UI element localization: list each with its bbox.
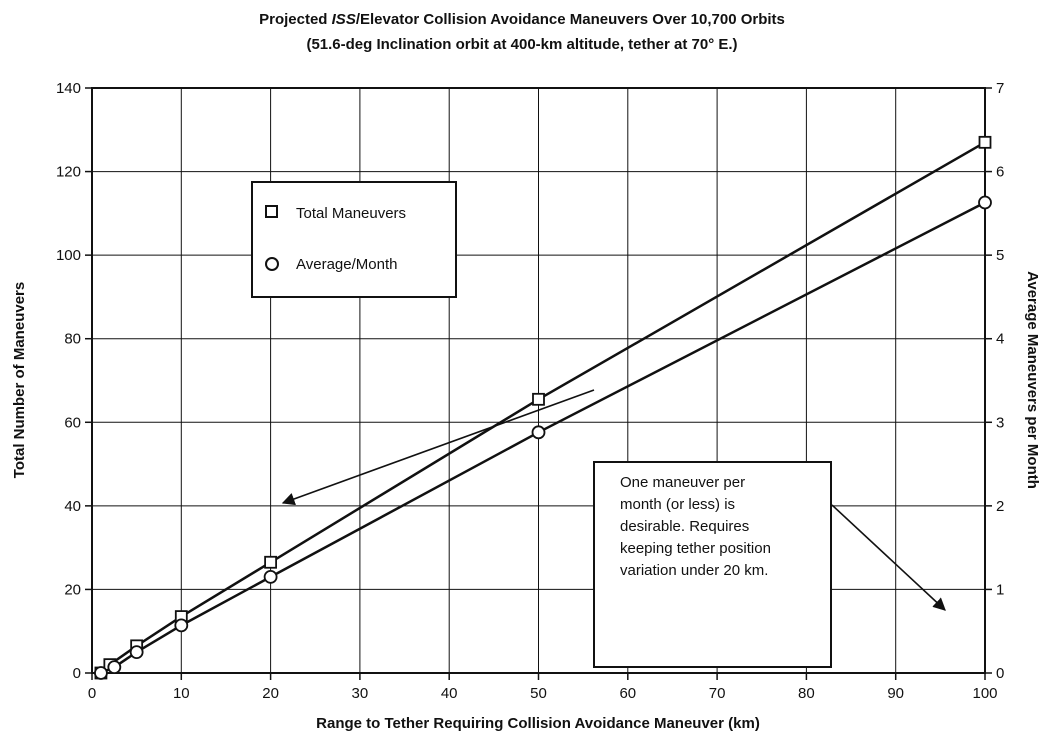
y-left-tick-label: 80: [64, 331, 81, 348]
legend: Total Maneuvers Average/Month: [251, 181, 457, 298]
point-average-month: [531, 425, 546, 440]
series-group: [94, 135, 992, 680]
annotation-line-2: month (or less) is: [620, 496, 735, 513]
x-tick-label: 20: [262, 685, 279, 702]
annotation-arrow-right: [831, 504, 946, 611]
point-average-month: [174, 618, 189, 633]
y-left-tick-label: 100: [56, 247, 81, 264]
x-tick-label: 100: [972, 685, 997, 702]
y-right-tick-label: 5: [996, 247, 1004, 264]
point-total-maneuvers: [264, 555, 278, 569]
series-line-total-maneuvers: [100, 141, 986, 674]
legend-circle-marker: [265, 257, 279, 271]
y-right-tick-label: 0: [996, 665, 1004, 682]
point-average-month: [129, 645, 144, 660]
legend-square-marker: [265, 205, 278, 218]
y-left-tick-label: 120: [56, 164, 81, 181]
ticks: 0 10 20 30 40 50 60 70 80 90 100020406080100120140…: [56, 80, 1004, 702]
legend-average-month: Average/Month: [296, 256, 397, 273]
y-left-tick-label: 0: [73, 665, 81, 682]
annotation-box: [593, 461, 832, 668]
x-tick-label: 0: [88, 685, 96, 702]
y-right-tick-label: 6: [996, 164, 1004, 181]
y-left-tick-label: 140: [56, 80, 81, 97]
chart-title-line1: Projected ISS/Elevator Collision Avoidan…: [259, 11, 785, 28]
annotation-line-5: variation under 20 km.: [620, 562, 768, 579]
point-total-maneuvers: [978, 135, 992, 149]
x-tick-label: 90: [887, 685, 904, 702]
y-right-tick-label: 3: [996, 414, 1004, 431]
x-tick-label: 30: [352, 685, 369, 702]
annotation-line-3: desirable. Requires: [620, 518, 749, 535]
point-average-month: [107, 660, 122, 675]
point-average-month: [263, 569, 278, 584]
x-tick-label: 50: [530, 685, 547, 702]
y-right-tick-label: 2: [996, 498, 1004, 515]
point-total-maneuvers: [532, 392, 545, 406]
y-left-tick-label: 40: [64, 498, 81, 515]
x-tick-label: 60: [619, 685, 636, 702]
y-left-tick-label: 20: [64, 581, 81, 598]
annotation-arrow-left: [281, 389, 595, 506]
y-right-tick-label: 1: [996, 581, 1004, 598]
y-right-tick-label: 7: [996, 80, 1004, 97]
x-tick-label: 70: [709, 685, 726, 702]
annotation-line-1: One maneuver per: [620, 474, 745, 491]
chart-title-line2: (51.6-deg Inclination orbit at 400-km al…: [306, 36, 737, 53]
x-axis-label: Range to Tether Requiring Collision Avoi…: [316, 715, 760, 732]
y-left-tick-label: 60: [64, 414, 81, 431]
y-right-tick-label: 4: [996, 331, 1004, 348]
point-average-month: [94, 666, 108, 680]
x-tick-label: 40: [441, 685, 458, 702]
legend-total-maneuvers: Total Maneuvers: [296, 205, 406, 222]
grid: [92, 88, 985, 673]
series-line-average-month: [100, 201, 986, 675]
y-axis-left-label: Total Number of Maneuvers: [11, 282, 28, 478]
annotation: One maneuver per month (or less) is desi…: [281, 389, 946, 668]
x-tick-label: 10: [173, 685, 190, 702]
x-tick-label: 80: [798, 685, 815, 702]
legend-box: [251, 181, 457, 298]
y-axis-right-label: Average Maneuvers per Month: [1024, 271, 1041, 489]
annotation-line-4: keeping tether position: [620, 540, 771, 557]
point-average-month: [978, 195, 992, 210]
